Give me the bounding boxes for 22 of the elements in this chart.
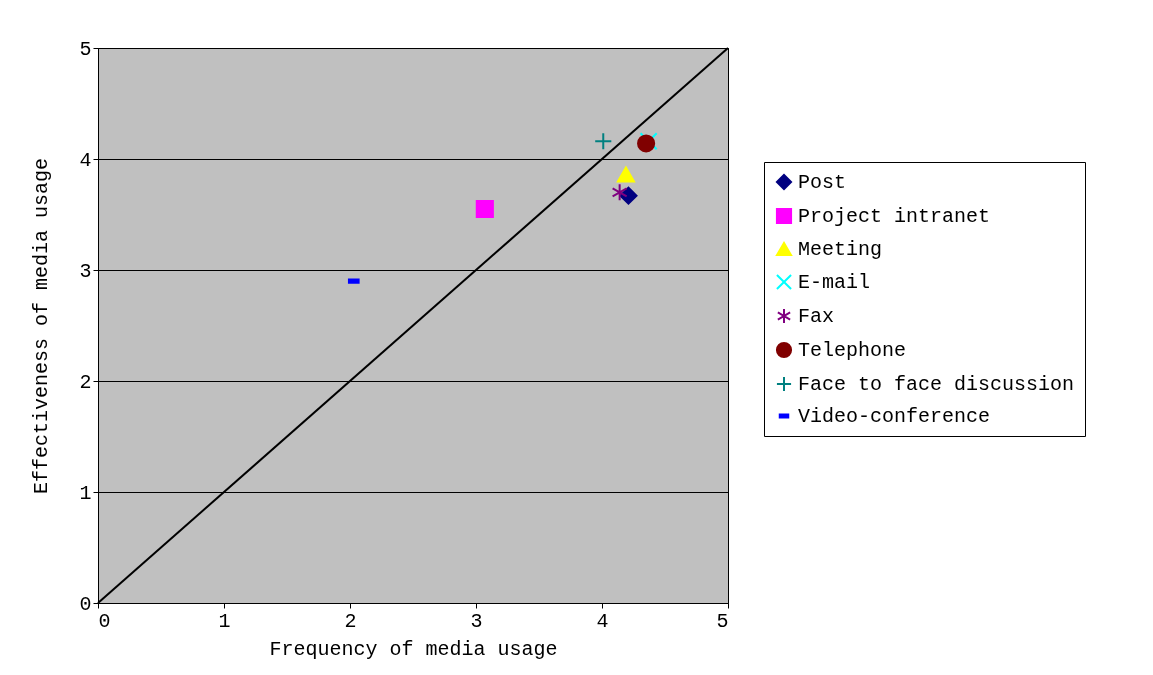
legend-label: Telephone bbox=[798, 339, 907, 362]
legend-label: Meeting bbox=[798, 238, 883, 261]
x-tick-label: 4 bbox=[596, 609, 609, 633]
x-tick-label: 0 bbox=[98, 609, 111, 633]
y-tick-label: 2 bbox=[79, 370, 92, 394]
y-tick-label: 0 bbox=[79, 592, 92, 616]
x-tick-label: 5 bbox=[716, 609, 729, 633]
x-tick-label: 3 bbox=[470, 609, 483, 633]
y-tick-label: 4 bbox=[79, 148, 92, 172]
legend-label: Fax bbox=[798, 305, 835, 328]
y-tick-label: 5 bbox=[79, 37, 92, 61]
x-tick-label: 2 bbox=[344, 609, 357, 633]
y-tick-label: 1 bbox=[79, 481, 92, 505]
y-tick-label: 3 bbox=[79, 259, 92, 283]
x-axis-title: Frequency of media usage bbox=[269, 637, 558, 661]
legend-label: Face to face discussion bbox=[798, 373, 1075, 396]
x-tick-label: 1 bbox=[218, 609, 231, 633]
y-axis-title: Effectiveness of media usage bbox=[30, 157, 54, 495]
legend-label: E-mail bbox=[798, 271, 871, 294]
legend-label: Post bbox=[798, 171, 847, 194]
legend-label: Video-conference bbox=[798, 405, 991, 428]
legend-label: Project intranet bbox=[798, 205, 991, 228]
